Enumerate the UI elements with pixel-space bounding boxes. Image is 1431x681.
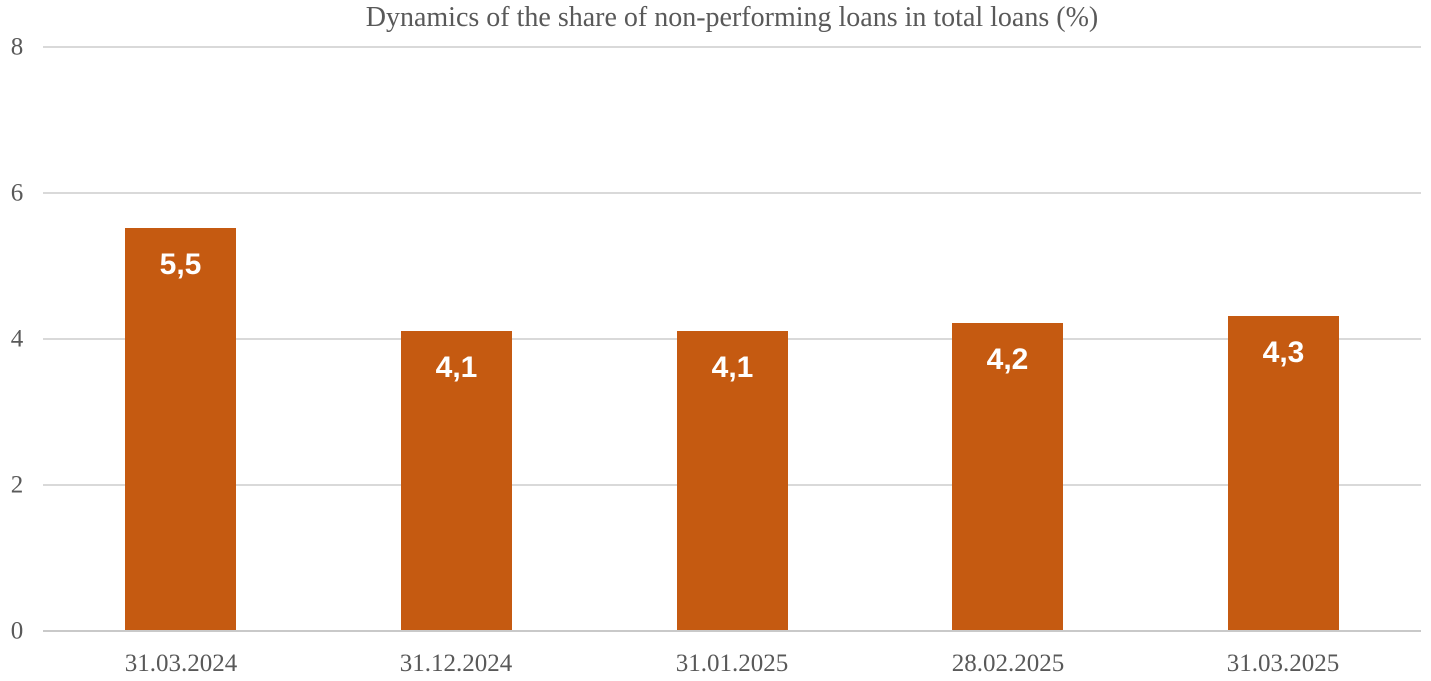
bar-value-label: 4,2 [986,343,1029,376]
bar-value-label: 5,5 [159,248,202,281]
bar [1228,316,1339,630]
x-axis-category-label: 31.03.2024 [124,650,238,677]
bar-value-label: 4,1 [435,351,478,384]
y-axis-tick-label: 6 [10,179,24,207]
bar-value-label: 4,1 [711,351,754,384]
x-axis-line [43,630,1421,632]
x-axis-category-label: 28.02.2025 [951,650,1065,677]
chart-title: Dynamics of the share of non-performing … [365,2,1099,33]
gridline [43,46,1421,48]
bar-value-label: 4,3 [1262,336,1305,369]
y-axis-tick-label: 4 [10,325,24,353]
x-axis-category-label: 31.01.2025 [675,650,789,677]
y-axis-tick-label: 0 [10,617,24,645]
bar [125,228,236,630]
x-axis-category-label: 31.03.2025 [1226,650,1340,677]
bar [952,323,1063,630]
y-axis-tick-label: 2 [10,471,24,499]
bar [677,331,788,630]
gridline [43,192,1421,194]
y-axis-tick-label: 8 [10,33,24,61]
x-axis-category-label: 31.12.2024 [399,650,513,677]
bar [401,331,512,630]
